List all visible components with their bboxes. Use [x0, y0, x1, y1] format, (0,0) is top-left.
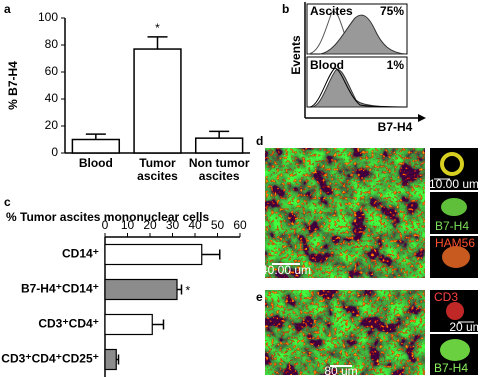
x-tick-label: 0 [102, 218, 109, 232]
x-axis-label: B7-H4 [378, 120, 413, 134]
cell [442, 246, 470, 268]
micrograph-red [265, 148, 425, 278]
x-tick-label: 50 [211, 218, 225, 232]
y-axis-label: % B7-H4 [6, 61, 20, 110]
panel-label: a [4, 2, 11, 16]
histogram-name: Ascites [310, 4, 353, 18]
histogram-name: Blood [310, 58, 344, 72]
y-tick-label: 20 [45, 118, 59, 132]
panel-label: c [4, 195, 11, 209]
micrograph-red [265, 290, 425, 375]
y-tick-label: B7-H4⁺CD14⁺ [21, 282, 99, 296]
inset-label: B7-H4 [434, 361, 468, 375]
panel-label: b [282, 2, 289, 16]
cell [440, 152, 464, 176]
inset-label: CD3 [434, 290, 458, 304]
scale-label: 10.00 um [429, 177, 479, 191]
y-tick-label: CD3⁺CD4⁺ [38, 317, 99, 331]
histogram-fill [319, 14, 407, 55]
x-tick-label: Non tumor ascites [188, 156, 250, 183]
bar [104, 278, 178, 301]
y-axis-label: Events [289, 35, 303, 75]
cell [440, 339, 470, 361]
panel-label: e [256, 290, 263, 304]
x-tick-label: 60 [233, 218, 247, 232]
y-tick-label: CD14⁺ [62, 247, 99, 261]
x-tick-label: 30 [166, 218, 180, 232]
panel-label: d [256, 134, 263, 148]
y-tick-label: CD3⁺CD4⁺CD25⁺ [1, 352, 99, 366]
histogram-fill [311, 69, 407, 108]
x-tick-label: Blood [78, 156, 113, 170]
bar [194, 137, 244, 154]
x-tick-label: 40 [188, 218, 202, 232]
cell [446, 302, 464, 320]
y-tick-label: 100 [38, 10, 58, 24]
bar [133, 48, 182, 154]
x-tick-label: 20 [143, 218, 157, 232]
scale-label: 80 um [324, 364, 357, 377]
x-tick-label: Tumor ascites [137, 156, 178, 183]
scale-label: 40.00 um [261, 263, 311, 277]
x-tick-label: 10 [121, 218, 135, 232]
histogram-percent: 75% [380, 4, 404, 18]
y-tick-label: 40 [45, 91, 59, 105]
bar [104, 313, 153, 336]
arrow [418, 114, 426, 122]
scale-label: 20 um [449, 320, 480, 334]
y-tick-label: 80 [45, 37, 59, 51]
histogram-percent: 1% [387, 58, 405, 72]
significance: * [155, 21, 160, 35]
y-tick-label: 60 [45, 64, 59, 78]
bar [104, 243, 203, 266]
inset-label: HAM56 [435, 236, 475, 250]
histogram-outline [309, 67, 407, 108]
cell [441, 198, 467, 216]
y-tick-label: 0 [51, 145, 58, 159]
significance: * [186, 284, 191, 298]
bar [71, 138, 121, 154]
inset-label: B7-H4 [435, 219, 469, 233]
chart-title: % Tumor ascites mononuclear cells [6, 210, 210, 224]
bar [104, 348, 117, 371]
